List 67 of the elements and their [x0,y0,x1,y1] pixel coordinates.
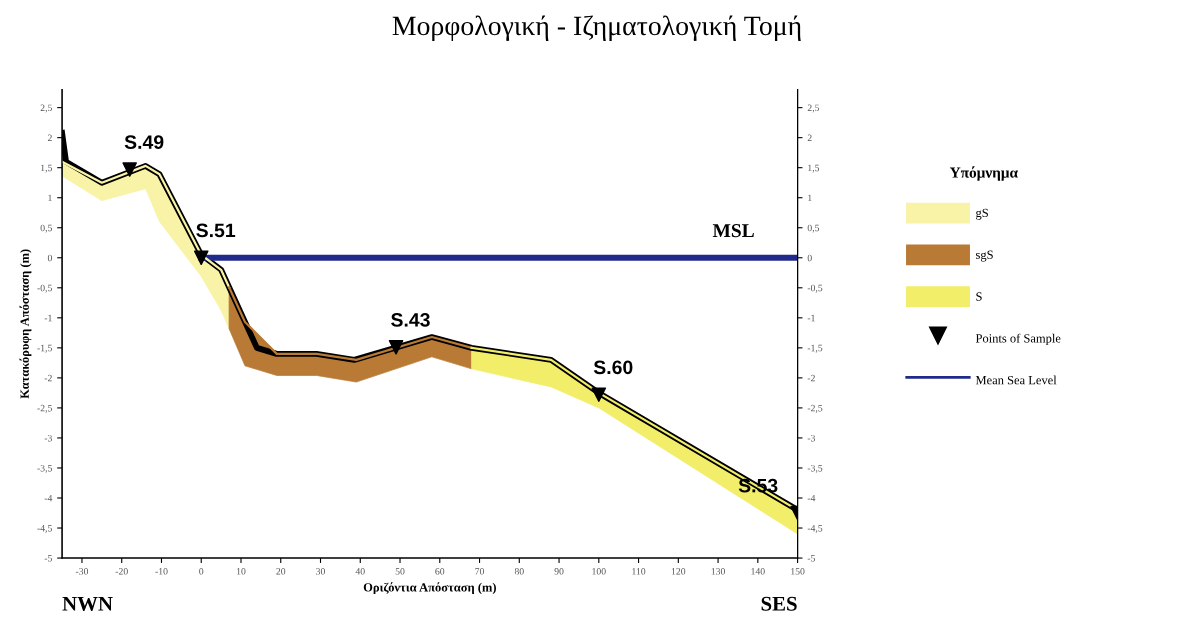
x-tick-label: 110 [632,568,646,575]
x-tick-label: 80 [514,568,524,575]
y2-tick-label: -3 [807,434,816,442]
x-tick-label: 100 [592,568,606,575]
y-tick-label: -4 [44,494,53,502]
y2-tick-label: -1 [807,314,815,322]
x-tick-label: 140 [751,568,765,575]
legend-label: sgS [976,250,993,262]
x-tick-label: 0 [199,568,204,575]
y2-tick-label: -2 [807,374,815,382]
x-tick-label: 120 [671,568,686,575]
legend-label: gS [976,208,988,220]
text: NWN [62,596,113,611]
legend-title: Υπόμνημα [949,166,1018,181]
y-tick-label: -0,5 [37,284,52,293]
x-tick-label: -20 [115,568,128,575]
annotation: S.51 [196,223,236,238]
text: SES [761,596,797,611]
x-tick-label: 150 [791,568,805,575]
x-tick-label: 50 [395,568,405,575]
legend-label: Points of Sample [975,333,1061,346]
x-axis-title: Οριζόντια Απόσταση (m) [363,582,496,595]
x-tick-label: 30 [316,568,325,575]
x-tick-label: 20 [276,568,286,575]
y2-tick-label: 0,5 [807,224,820,233]
x-tick-label: 60 [435,568,445,575]
legend-label: S [976,292,982,301]
y2-tick-label: -4 [807,494,816,502]
y2-tick-label: 2,5 [807,104,820,113]
x-tick-label: 10 [236,568,246,575]
y-tick-label: -3,5 [37,464,52,473]
y2-tick-label: 0 [807,254,812,262]
annotation: S.60 [593,360,633,375]
y-tick-label: 0 [47,254,52,262]
x-tick-label: 40 [355,568,365,575]
y-tick-label: -5 [44,555,52,562]
y2-tick-label: 2 [807,134,812,142]
y2-tick-label: -2,5 [807,404,823,413]
annotation: S.49 [124,135,164,149]
y-tick-label: -1,5 [37,344,52,353]
y-tick-label: 2,5 [40,104,52,113]
annotation: S.43 [391,312,430,327]
y-axis-title: Κατακόρυφη Απόσταση (m) [19,249,32,399]
y-tick-label: 0,5 [40,224,52,233]
y-tick-label: -1 [44,314,52,322]
y2-tick-label: -4,5 [807,525,823,533]
x-tick-label: -10 [155,568,168,575]
y-tick-label: 1,5 [41,164,52,173]
chart-title: Μορφολογική - Ιζηματολογική Τομή [392,15,801,41]
annotation: MSL [712,224,754,238]
y2-tick-label: 1 [808,194,812,202]
legend-label: Mean Sea Level [975,375,1057,385]
x-tick-label: 70 [475,568,485,575]
y-tick-label: -4,5 [37,525,52,533]
y2-tick-label: 1,5 [808,164,820,173]
x-tick-label: -30 [75,568,89,575]
y2-tick-label: -5 [807,555,816,562]
y-tick-label: -3 [44,434,52,442]
y-tick-label: 1 [48,194,52,202]
x-tick-label: 130 [711,568,725,575]
y-tick-label: -2 [44,374,52,382]
y2-tick-label: -3,5 [807,464,823,473]
y2-tick-label: -1,5 [807,344,823,353]
y-tick-label: -2,5 [37,404,52,413]
y-tick-label: 2 [47,134,52,142]
y2-tick-label: -0,5 [807,284,823,293]
x-tick-label: 90 [554,568,564,575]
